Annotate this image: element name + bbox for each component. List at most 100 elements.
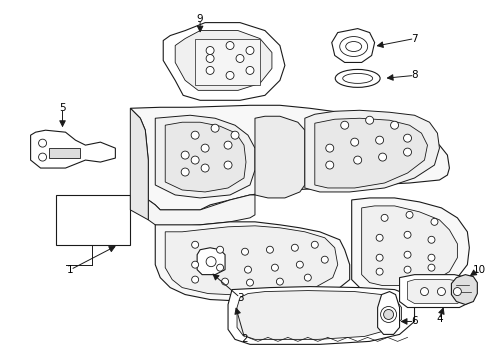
Circle shape [181,151,189,159]
Text: 8: 8 [410,71,417,80]
Polygon shape [450,275,476,305]
Circle shape [325,144,333,152]
Text: 5: 5 [59,103,66,113]
Circle shape [191,156,199,164]
Circle shape [375,268,382,275]
Ellipse shape [342,73,372,84]
Circle shape [403,148,411,156]
Text: 7: 7 [410,33,417,44]
Circle shape [353,156,361,164]
Circle shape [390,121,398,129]
Circle shape [325,161,333,169]
Circle shape [191,261,198,268]
Circle shape [403,251,410,258]
Polygon shape [163,23,285,100]
Circle shape [205,46,214,54]
Circle shape [191,131,199,139]
Polygon shape [148,195,254,228]
Circle shape [350,138,358,146]
Circle shape [340,121,348,129]
Polygon shape [31,130,115,168]
Polygon shape [155,115,254,198]
Circle shape [39,139,46,147]
Circle shape [403,266,410,273]
Text: 6: 6 [410,316,417,327]
Polygon shape [351,198,468,292]
Circle shape [375,234,382,241]
Circle shape [427,236,434,243]
Circle shape [296,261,303,268]
Text: 1: 1 [67,265,74,275]
Circle shape [224,161,232,169]
Circle shape [311,241,318,248]
Polygon shape [195,39,260,85]
Circle shape [276,278,283,285]
Text: 9: 9 [196,14,203,24]
Circle shape [291,244,298,251]
Circle shape [246,279,253,286]
Circle shape [244,266,251,273]
Circle shape [304,274,311,281]
Circle shape [383,310,393,319]
Circle shape [201,164,209,172]
Circle shape [321,256,327,263]
Circle shape [205,257,216,267]
Text: 4: 4 [435,314,442,324]
Circle shape [224,141,232,149]
Circle shape [211,124,219,132]
Polygon shape [130,108,148,220]
Circle shape [191,241,198,248]
Circle shape [245,67,253,75]
Circle shape [378,153,386,161]
Circle shape [427,264,434,271]
Polygon shape [254,116,304,198]
Polygon shape [48,148,81,158]
Circle shape [230,131,239,139]
Circle shape [205,54,214,62]
Polygon shape [155,222,349,302]
Circle shape [405,211,412,219]
Polygon shape [377,292,399,334]
Polygon shape [314,118,427,188]
Circle shape [430,219,437,225]
Circle shape [271,264,278,271]
Text: 2: 2 [241,334,248,345]
Circle shape [245,46,253,54]
Polygon shape [175,31,271,90]
Polygon shape [56,195,130,245]
Circle shape [191,276,198,283]
Polygon shape [165,122,245,192]
Circle shape [375,136,383,144]
Circle shape [452,288,461,296]
Circle shape [427,254,434,261]
Circle shape [205,67,214,75]
Circle shape [201,144,209,152]
Ellipse shape [335,69,379,87]
Circle shape [380,214,387,221]
Circle shape [403,231,410,238]
Polygon shape [304,110,439,192]
Text: 10: 10 [472,265,485,275]
Circle shape [216,246,223,253]
Ellipse shape [345,41,361,51]
Circle shape [181,168,189,176]
Circle shape [221,278,228,285]
Circle shape [266,246,273,253]
Text: 3: 3 [236,293,243,302]
Circle shape [380,306,396,323]
Circle shape [365,116,373,124]
Circle shape [420,288,427,296]
Polygon shape [399,275,473,307]
Polygon shape [361,206,456,285]
Polygon shape [227,287,414,345]
Polygon shape [407,280,467,303]
Circle shape [225,41,234,50]
Circle shape [241,248,248,255]
Polygon shape [130,105,448,210]
Ellipse shape [339,37,367,57]
Circle shape [375,254,382,261]
Circle shape [437,288,445,296]
Polygon shape [331,28,374,62]
Polygon shape [237,291,401,339]
Circle shape [39,153,46,161]
